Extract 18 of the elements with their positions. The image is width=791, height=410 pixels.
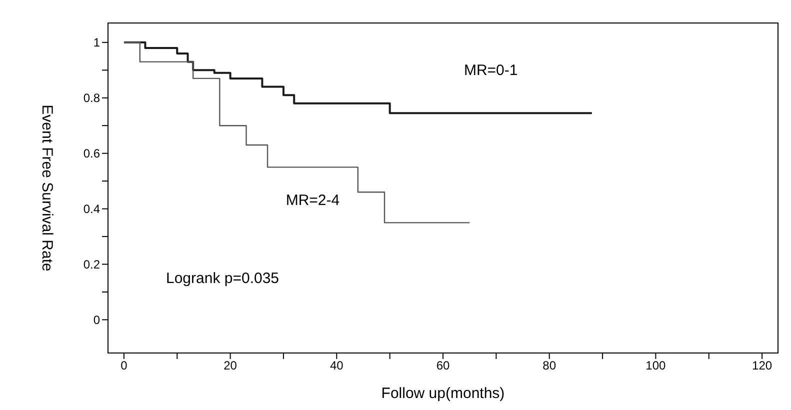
y-tick-label: 0.4 xyxy=(83,202,100,216)
x-tick-label: 20 xyxy=(224,358,238,373)
x-tick-label: 100 xyxy=(646,358,666,373)
y-tick-label: 0.8 xyxy=(83,91,100,106)
x-tick-label: 80 xyxy=(542,358,556,373)
x-tick-label: 0 xyxy=(120,358,128,373)
x-tick-label: 40 xyxy=(330,358,344,373)
annotation: Logrank p=0.035 xyxy=(166,270,280,287)
x-tick-label: 120 xyxy=(752,358,772,373)
y-tick-label: 0.2 xyxy=(83,258,100,272)
text: MR=0-1 xyxy=(464,62,518,80)
x-tick-label: 60 xyxy=(436,358,450,373)
series-label: MR=2-4 xyxy=(286,192,340,210)
y-tick-label: 0.6 xyxy=(83,146,100,161)
x-axis-title: Follow up(months) xyxy=(381,385,505,402)
y-axis-title: Event Free Survival Rate xyxy=(38,104,56,272)
y-tick-label: 1 xyxy=(93,36,100,50)
y-tick-label: 0 xyxy=(93,312,100,327)
